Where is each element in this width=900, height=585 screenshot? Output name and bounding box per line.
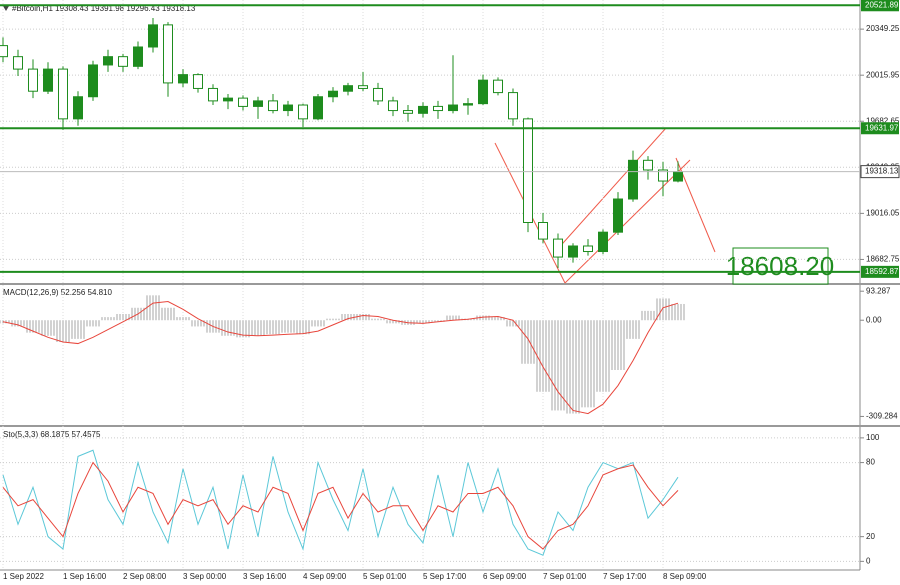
candle-body [568, 245, 578, 258]
y-tick-label: 20015.95 [866, 70, 900, 79]
candle-body [13, 56, 23, 70]
candle-body [253, 100, 263, 107]
candle-body [328, 90, 338, 98]
level-label: 20521.89 [865, 0, 899, 9]
level-label: 18592.87 [865, 267, 899, 276]
candle-body [358, 85, 368, 89]
candle-body [373, 87, 383, 102]
candle-body [208, 87, 218, 102]
candle-body [673, 171, 683, 182]
candle-body [418, 105, 428, 114]
candle-body [193, 74, 203, 89]
stoch-title: Sto(5,3,3) 68.1875 57.4575 [3, 430, 101, 439]
last-price-label: 19318.13 [865, 167, 899, 176]
candle-body [538, 222, 548, 240]
level-label-box [861, 265, 899, 278]
annotation: 18608.20 [726, 251, 834, 281]
level-label-box [861, 0, 899, 12]
candle-body [523, 118, 533, 224]
x-tick-label: 1 Sep 16:00 [63, 572, 107, 581]
candle-body [103, 56, 113, 66]
level-label-box [861, 122, 899, 135]
y-tick-label: 19016.05 [866, 208, 900, 217]
candle-body [28, 68, 38, 92]
x-tick-label: 4 Sep 09:00 [303, 572, 347, 581]
candle-body [598, 231, 608, 253]
x-tick-label: 7 Sep 01:00 [543, 572, 587, 581]
y-tick-label: 80 [866, 458, 875, 467]
candle-body [118, 56, 128, 67]
candle-body [268, 100, 278, 112]
x-tick-label: 7 Sep 17:00 [603, 572, 647, 581]
candle-body [178, 74, 188, 84]
candle-body [403, 110, 413, 114]
collapse-icon[interactable] [3, 6, 9, 11]
chart-title: #Bitcoin,H1 19308.43 19391.98 19296.43 1… [12, 4, 196, 13]
candle-body [58, 68, 68, 120]
series-line [2, 461, 679, 550]
x-tick-label: 5 Sep 17:00 [423, 572, 467, 581]
candle-body [553, 238, 563, 258]
signal-line [2, 301, 679, 415]
last-price-box [860, 165, 900, 179]
y-tick-label: -309.284 [866, 412, 898, 421]
y-tick-label: 20349.25 [866, 24, 900, 33]
y-tick-label: 0 [866, 556, 871, 565]
candle-body [448, 104, 458, 112]
x-tick-label: 3 Sep 00:00 [183, 572, 227, 581]
trend-line [554, 127, 667, 253]
annotation-box [732, 247, 829, 285]
candle-body [223, 97, 233, 102]
candle-body [313, 96, 323, 120]
y-tick-label: 20 [866, 532, 875, 541]
y-tick-label: 19682.65 [866, 116, 900, 125]
y-tick-label: 18682.75 [866, 255, 900, 264]
candle-body [0, 45, 8, 58]
x-tick-label: 8 Sep 09:00 [663, 572, 707, 581]
candle-body [343, 85, 353, 92]
candle-body [283, 104, 293, 112]
x-tick-label: 1 Sep 2022 [3, 572, 44, 581]
candle-body [43, 68, 53, 92]
candle-body [583, 245, 593, 253]
candle-body [388, 100, 398, 112]
x-tick-label: 3 Sep 16:00 [243, 572, 287, 581]
y-tick-label: 0.00 [866, 315, 882, 324]
series-line [2, 449, 679, 556]
x-tick-label: 2 Sep 08:00 [123, 572, 167, 581]
candle-body [658, 169, 668, 182]
x-tick-label: 6 Sep 09:00 [483, 572, 527, 581]
trend-line [564, 159, 691, 284]
candle-body [73, 96, 83, 120]
candle-body [433, 105, 443, 112]
x-tick-label: 5 Sep 01:00 [363, 572, 407, 581]
candle-body [133, 46, 143, 67]
macd-title: MACD(12,26,9) 52.256 54.810 [3, 288, 113, 297]
candle-body [643, 159, 653, 171]
candle-body [463, 103, 473, 106]
level-label: 19631.97 [865, 123, 899, 132]
candle-body [508, 92, 518, 120]
y-tick-label: 100 [866, 433, 880, 442]
candle-body [613, 198, 623, 233]
candle-body [148, 24, 158, 48]
candle-body [88, 64, 98, 98]
candle-body [238, 97, 248, 107]
candle-body [493, 79, 503, 94]
candle-body [628, 159, 638, 200]
y-tick-label: 93.287 [866, 286, 891, 295]
candle-body [478, 79, 488, 105]
candle-body [163, 24, 173, 84]
candle-body [298, 104, 308, 120]
